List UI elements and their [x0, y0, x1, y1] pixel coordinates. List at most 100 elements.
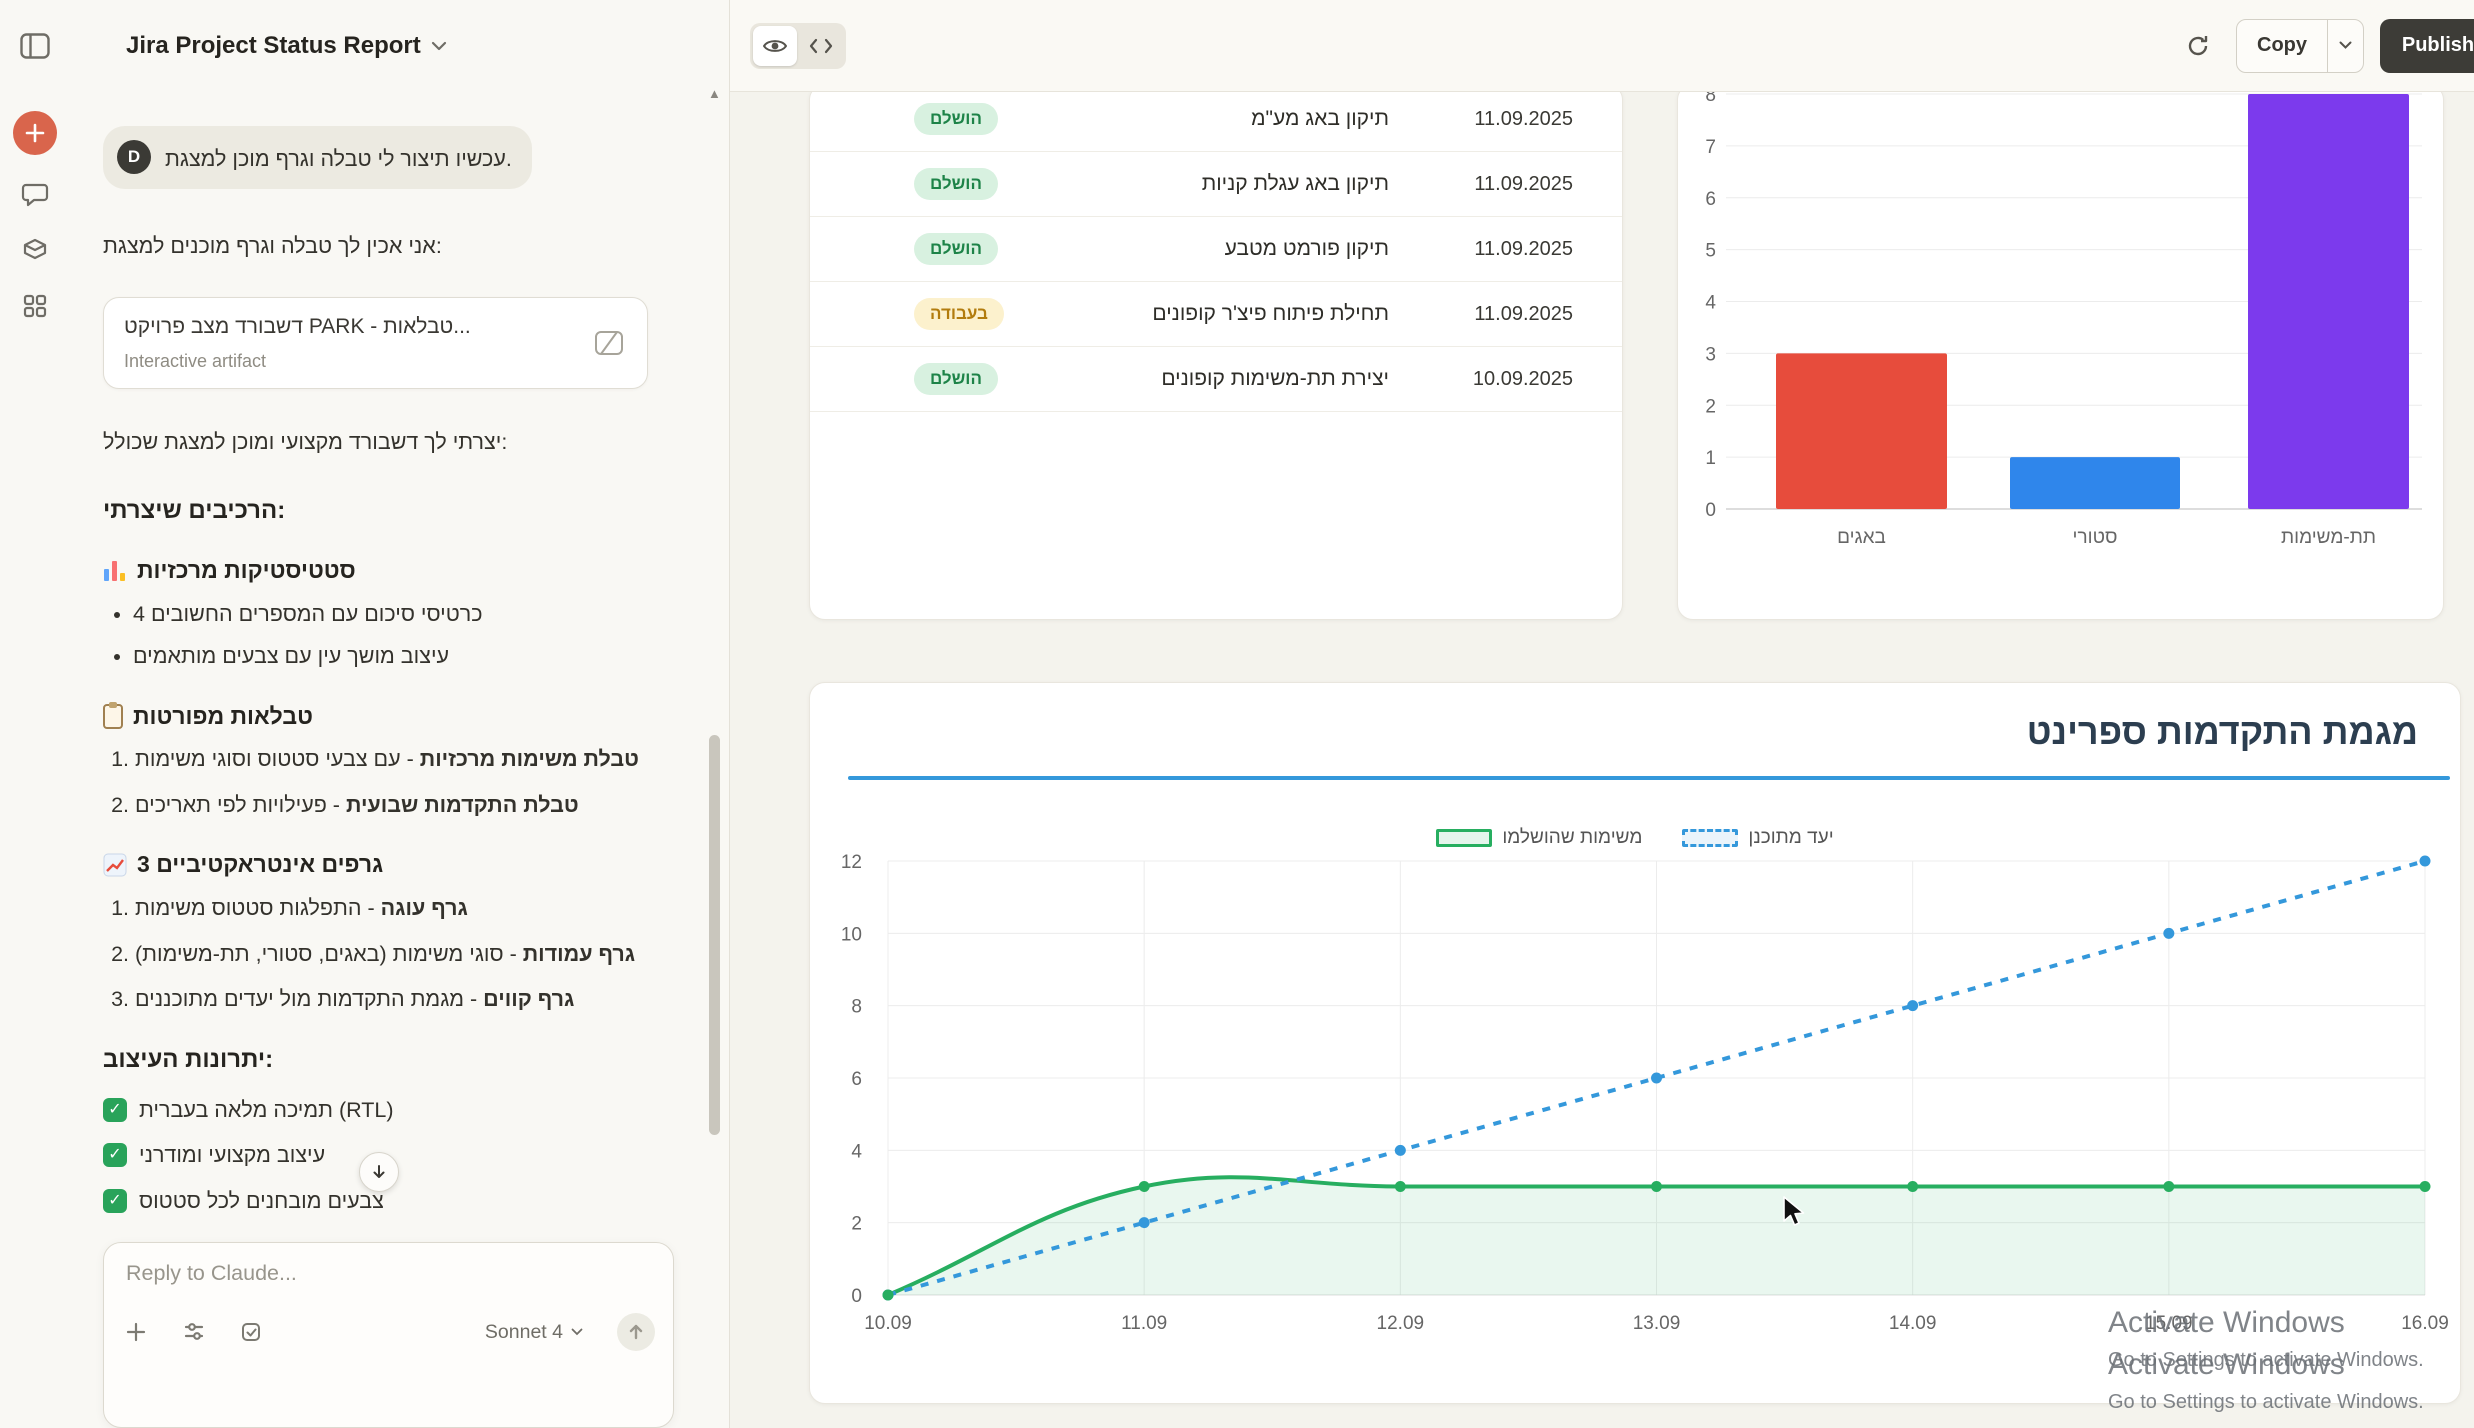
publish-button[interactable]: Publish [2380, 18, 2474, 73]
attach-button[interactable] [124, 1320, 148, 1344]
status-badge: בעבודה [914, 298, 1004, 330]
reply-input[interactable] [126, 1261, 651, 1286]
table-row: הושלם יצירת תת-משימות קופונים 10.09.2025 [810, 347, 1622, 412]
check-icon: ✓ [103, 1188, 127, 1213]
list-item: טבלת התקדמות שבועית - פעילויות לפי תאריכ… [135, 790, 670, 821]
benefits-heading: יתרונות העיצוב: [103, 1045, 274, 1073]
status-badge: הושלם [914, 103, 998, 135]
copy-button-group: Copy [2236, 18, 2364, 73]
stats-list: 4 כרטיסי סיכום עם המספרים החשובים עיצוב … [103, 599, 670, 672]
arrow-down-icon [371, 1164, 387, 1180]
status-badge: הושלם [914, 363, 998, 395]
refresh-icon [2185, 33, 2211, 59]
status-badge: הושלם [914, 168, 998, 200]
chart-up-icon [103, 853, 127, 877]
svg-text:באגים: באגים [1837, 527, 1886, 548]
send-button[interactable] [617, 1313, 655, 1351]
tasks-button[interactable] [240, 1321, 262, 1343]
task-date: 11.09.2025 [1474, 302, 1573, 325]
charts-list: גרף עוגה - התפלגות סטטוס משימות גרף עמוד… [103, 893, 670, 1015]
line-chart-title: מגמת התקדמות ספרינט [2026, 711, 2418, 752]
title-underline [848, 776, 2450, 780]
check-icon: ✓ [103, 1097, 127, 1122]
copy-button[interactable]: Copy [2257, 34, 2307, 56]
task-name: תיקון פורמט מטבע [1224, 237, 1389, 260]
svg-text:7: 7 [1705, 137, 1716, 158]
list-item: גרף עוגה - התפלגות סטטוס משימות [135, 893, 670, 924]
svg-text:0: 0 [851, 1286, 862, 1307]
sidebar-toggle-icon [20, 33, 50, 59]
artifacts-button[interactable] [13, 284, 57, 328]
section-tables-heading: טבלאות מפורטות [103, 700, 670, 733]
task-date: 10.09.2025 [1472, 367, 1573, 390]
tasks-table-card: הושלם תיקון באג מע"מ 11.09.2025 הושלם תי… [809, 92, 1623, 620]
sprint-progress-line-chart-card: מגמת התקדמות ספרינט משימות שהושלמו יעד מ… [809, 682, 2461, 1404]
preview-toggle-button[interactable] [753, 25, 797, 66]
task-date: 11.09.2025 [1474, 172, 1573, 195]
line-chart: 10.09 11.09 12.09 13.09 14.09 15.09 16.09 0 2 4 6 8… [841, 852, 2449, 1334]
status-badge: הושלם [914, 233, 998, 265]
code-toggle-button[interactable] [799, 26, 843, 66]
copy-dropdown-button[interactable] [2327, 19, 2363, 72]
components-heading: הרכיבים שיצרתי: [103, 496, 286, 524]
list-item: 4 כרטיסי סיכום עם המספרים החשובים [133, 599, 670, 630]
chat-scrollbar: ▲ [706, 0, 724, 1428]
svg-text:1: 1 [1705, 448, 1716, 469]
check-icon: ✓ [103, 1143, 127, 1168]
model-selector[interactable]: Sonnet 4 [485, 1321, 583, 1344]
chat-title[interactable]: Jira Project Status Report [126, 32, 421, 59]
chat-panel: Jira Project Status Report D עכשיו תיצור… [71, 0, 710, 1428]
list-item: גרף עמודות - סוגי משימות (באגים, סטורי, … [135, 939, 670, 970]
svg-text:תת-משימות: תת-משימות [2281, 527, 2376, 548]
list-item: עיצוב מושך עין עם צבעים מותאמים [133, 641, 670, 672]
conversation: D עכשיו תיצור לי טבלה וגרף מוכן למצגת. א… [71, 92, 710, 1428]
clipboard-icon [103, 701, 123, 729]
chat-bubble-icon [21, 180, 49, 208]
benefit-item: ✓ עיצוב מקצועי ומודרני [103, 1140, 670, 1171]
legend-item-planned: יעד מתוכנן [1682, 827, 1834, 849]
legend-swatch-dashed [1682, 829, 1739, 847]
tools-button[interactable] [182, 1320, 206, 1344]
plus-icon [13, 111, 57, 155]
svg-text:8: 8 [1705, 92, 1716, 106]
svg-text:2: 2 [1705, 396, 1716, 417]
task-name: תחילת פיתוח פיצ'ר קופונים [1152, 302, 1389, 325]
svg-text:סטורי: סטורי [2073, 527, 2118, 548]
section-stats-heading: סטטיסטיקות מרכזיות [103, 554, 670, 587]
code-icon [809, 38, 833, 54]
grid-icon [22, 293, 48, 319]
artifact-header: Copy Publish [730, 0, 2474, 92]
scroll-to-bottom-button[interactable] [359, 1152, 399, 1192]
svg-text:16.09: 16.09 [2401, 1313, 2449, 1334]
svg-text:5: 5 [1705, 241, 1716, 262]
svg-text:12.09: 12.09 [1377, 1313, 1425, 1334]
table-row: בעבודה תחילת פיתוח פיצ'ר קופונים 11.09.2… [810, 282, 1622, 347]
section-charts-heading: 3 גרפים אינטראקטיביים [103, 848, 670, 881]
legend-swatch-solid [1436, 829, 1493, 847]
table-row: הושלם תיקון באג מע"מ 11.09.2025 [810, 92, 1622, 152]
task-types-bar-chart-card: 0 1 2 3 4 5 6 7 8 באגים סטורי תת-משימות [1677, 92, 2444, 620]
table-row: הושלם תיקון באג עגלת קניות 11.09.2025 [810, 152, 1622, 217]
chat-header: Jira Project Status Report [71, 0, 710, 92]
svg-text:10: 10 [841, 924, 862, 945]
task-date: 11.09.2025 [1474, 107, 1573, 130]
benefit-item: ✓ תמיכה מלאה בעברית (RTL) [103, 1095, 670, 1126]
svg-text:6: 6 [851, 1069, 862, 1090]
sidebar-toggle-button[interactable] [13, 24, 57, 68]
refresh-button[interactable] [2176, 24, 2220, 68]
artifact-card-subtitle: Interactive artifact [124, 350, 267, 371]
chevron-down-icon[interactable] [431, 41, 447, 51]
projects-button[interactable] [13, 227, 57, 271]
chats-button[interactable] [13, 172, 57, 216]
artifact-card[interactable]: דשבורד מצב פרויקט PARK - טבלאות... Inter… [103, 297, 648, 390]
user-message-text: עכשיו תיצור לי טבלה וגרף מוכן למצגת. [165, 147, 512, 171]
scrollbar-up-arrow[interactable]: ▲ [708, 86, 721, 101]
artifact-preview: הושלם תיקון באג מע"מ 11.09.2025 הושלם תי… [730, 92, 2474, 1428]
svg-text:8: 8 [851, 997, 862, 1018]
assistant-summary-text: יצרתי לך דשבורד מקצועי ומוכן למצגת שכולל… [103, 430, 508, 455]
left-rail [0, 0, 71, 1428]
scrollbar-thumb[interactable] [709, 735, 720, 1135]
svg-text:0: 0 [1705, 500, 1716, 521]
new-chat-button[interactable] [13, 111, 57, 155]
svg-text:14.09: 14.09 [1889, 1313, 1937, 1334]
